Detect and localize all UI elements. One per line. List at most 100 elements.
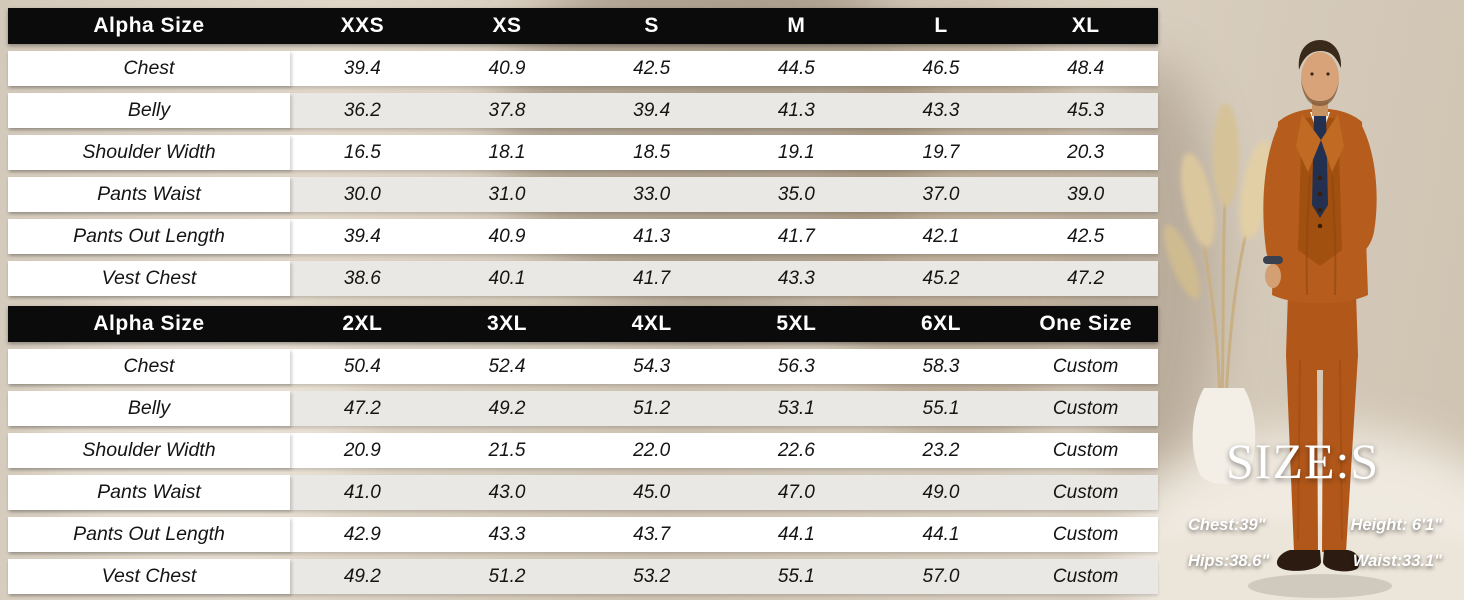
header-size-cell: S <box>644 14 659 37</box>
header-label-cell: Alpha Size <box>93 14 205 37</box>
value-cell: 20.3 <box>1013 135 1158 170</box>
value-cell: 40.9 <box>434 219 580 254</box>
value-cell: 43.7 <box>579 517 724 552</box>
size-label: SIZE:S <box>1226 433 1380 489</box>
value-cell: 22.0 <box>579 433 724 468</box>
table-row: Pants Waist 41.0 43.0 45.0 47.0 49.0 Custom <box>8 475 1158 510</box>
stats-line-1: Chest:39" Height: 6'1" <box>1188 516 1442 535</box>
value-cell: 48.4 <box>1013 51 1158 86</box>
stat-height: Height: 6'1" <box>1350 516 1442 534</box>
value-cell: 47.2 <box>1013 261 1158 296</box>
size-table-header-row: Alpha Size XXS XS S M L XL <box>8 8 1158 44</box>
table-row: Shoulder Width 16.5 18.1 18.5 19.1 19.7 20.3 <box>8 135 1158 170</box>
value-cell: 18.1 <box>434 135 580 170</box>
row-label: Pants Waist <box>8 475 290 510</box>
header-size-cell: 3XL <box>486 312 527 335</box>
value-cell: 41.3 <box>579 219 724 254</box>
value-cell: 49.0 <box>868 475 1014 510</box>
header-size-cell: 2XL <box>342 312 383 335</box>
row-label: Pants Out Length <box>8 219 290 254</box>
value-cell: 42.5 <box>1013 219 1158 254</box>
stat-hips: Hips:38.6" <box>1188 552 1270 570</box>
value-cell: Custom <box>1013 433 1158 468</box>
value-cell: 31.0 <box>434 177 580 212</box>
header-size-cell: 4XL <box>631 312 672 335</box>
table-row: Vest Chest 49.2 51.2 53.2 55.1 57.0 Custom <box>8 559 1158 594</box>
header-label-cell: Alpha Size <box>93 312 205 335</box>
value-cell: 51.2 <box>579 391 724 426</box>
value-cell: 39.0 <box>1013 177 1158 212</box>
table-row: Pants Waist 30.0 31.0 33.0 35.0 37.0 39.0 <box>8 177 1158 212</box>
value-cell: 18.5 <box>579 135 724 170</box>
header-size-cell: XXS <box>340 14 385 37</box>
header-size-cell: 6XL <box>920 312 961 335</box>
value-cell: 19.7 <box>868 135 1014 170</box>
value-cell: 57.0 <box>868 559 1014 594</box>
value-cell: 23.2 <box>868 433 1014 468</box>
value-cell: 44.1 <box>868 517 1014 552</box>
watch-icon <box>1263 256 1283 264</box>
model-photo-panel: SIZE:S Chest:39" Height: 6'1" Hips:38.6"… <box>1115 0 1464 600</box>
vase-icon <box>1192 388 1256 484</box>
size-table-standard: Alpha Size XXS XS S M L XL Chest 39.4 40.9 42.5 44.… <box>8 8 1158 296</box>
header-size-cell: L <box>934 14 948 37</box>
value-cell: 40.9 <box>434 51 580 86</box>
value-cell: 49.2 <box>290 559 435 594</box>
stat-chest: Chest:39" <box>1188 516 1266 534</box>
value-cell: 45.2 <box>868 261 1014 296</box>
value-cell: 39.4 <box>579 93 724 128</box>
value-cell: 22.6 <box>724 433 869 468</box>
size-tables: Alpha Size XXS XS S M L XL Chest 39.4 40.9 42.5 44.… <box>8 8 1158 594</box>
value-cell: 55.1 <box>724 559 869 594</box>
value-cell: 42.5 <box>579 51 724 86</box>
row-label: Chest <box>8 51 290 86</box>
value-cell: 41.3 <box>724 93 869 128</box>
stat-waist: Waist:33.1" <box>1352 552 1442 570</box>
header-size-cell: One Size <box>1039 312 1133 335</box>
value-cell: 54.3 <box>579 349 724 384</box>
value-cell: 46.5 <box>868 51 1014 86</box>
row-label: Pants Waist <box>8 177 290 212</box>
value-cell: Custom <box>1013 517 1158 552</box>
value-cell: 21.5 <box>434 433 580 468</box>
value-cell: 56.3 <box>724 349 869 384</box>
model-photo <box>1115 40 1464 600</box>
value-cell: 53.1 <box>724 391 869 426</box>
table-row: Chest 39.4 40.9 42.5 44.5 46.5 48.4 <box>8 51 1158 86</box>
row-label: Vest Chest <box>8 261 290 296</box>
value-cell: 36.2 <box>290 93 435 128</box>
value-cell: Custom <box>1013 559 1158 594</box>
row-label: Shoulder Width <box>8 433 290 468</box>
value-cell: 42.1 <box>868 219 1014 254</box>
value-cell: 52.4 <box>434 349 580 384</box>
row-label: Belly <box>8 93 290 128</box>
row-label: Chest <box>8 349 290 384</box>
stats-line-2: Hips:38.6" Waist:33.1" <box>1188 552 1442 571</box>
value-cell: 30.0 <box>290 177 435 212</box>
header-size-cell: XL <box>1071 14 1100 37</box>
value-cell: 50.4 <box>290 349 435 384</box>
value-cell: 55.1 <box>868 391 1014 426</box>
header-size-cell: XS <box>492 14 522 37</box>
row-label: Belly <box>8 391 290 426</box>
value-cell: 41.7 <box>724 219 869 254</box>
value-cell: 38.6 <box>290 261 435 296</box>
value-cell: 53.2 <box>579 559 724 594</box>
value-cell: 42.9 <box>290 517 435 552</box>
value-cell: 44.5 <box>724 51 869 86</box>
pampas-grass-icon <box>1163 103 1273 401</box>
value-cell: 43.3 <box>868 93 1014 128</box>
size-table-extended: Alpha Size 2XL 3XL 4XL 5XL 6XL One Size Chest 50… <box>8 306 1158 594</box>
value-cell: 41.0 <box>290 475 435 510</box>
row-label: Shoulder Width <box>8 135 290 170</box>
value-cell: 39.4 <box>290 51 435 86</box>
value-cell: 16.5 <box>290 135 435 170</box>
row-label: Vest Chest <box>8 559 290 594</box>
value-cell: 37.8 <box>434 93 580 128</box>
value-cell: 43.0 <box>434 475 580 510</box>
value-cell: 47.0 <box>724 475 869 510</box>
value-cell: Custom <box>1013 475 1158 510</box>
value-cell: 58.3 <box>868 349 1014 384</box>
value-cell: 33.0 <box>579 177 724 212</box>
table-row: Belly 36.2 37.8 39.4 41.3 43.3 45.3 <box>8 93 1158 128</box>
